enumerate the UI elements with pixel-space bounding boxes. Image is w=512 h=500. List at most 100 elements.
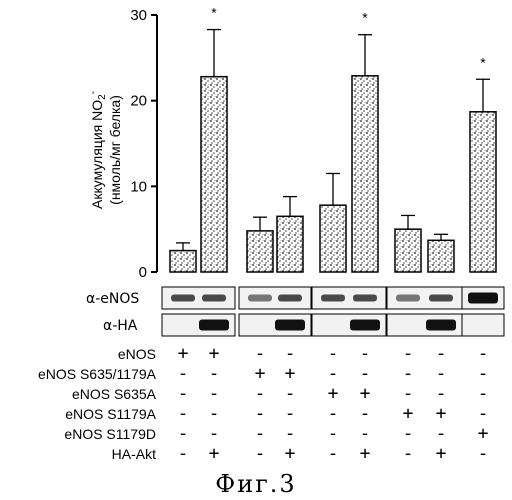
- blot-panel: α-eNOS α-HA: [86, 287, 504, 336]
- blot-band: [199, 320, 229, 331]
- bar-9: [470, 112, 496, 272]
- row-label-enos-s1179d: eNOS S1179D: [64, 426, 156, 442]
- y-tick-label: 10: [130, 178, 147, 195]
- minus-mark: -: [360, 403, 371, 424]
- minus-mark: -: [285, 423, 296, 444]
- bar-7: [395, 229, 421, 272]
- minus-mark: -: [178, 443, 189, 464]
- minus-mark: -: [436, 343, 447, 364]
- minus-mark: -: [478, 403, 489, 424]
- minus-mark: -: [178, 383, 189, 404]
- minus-mark: -: [328, 403, 339, 424]
- blot-band: [248, 295, 272, 302]
- minus-mark: -: [255, 423, 266, 444]
- plus-mark: +: [285, 363, 296, 384]
- minus-mark: -: [360, 363, 371, 384]
- plus-mark: +: [478, 423, 489, 444]
- plus-mark: +: [209, 343, 220, 364]
- minus-mark: -: [209, 403, 220, 424]
- blot-band: [171, 295, 195, 302]
- plus-mark: +: [360, 383, 371, 404]
- y-tick-label: 0: [139, 264, 147, 281]
- blot-label-ha: α-HA: [103, 318, 138, 334]
- minus-mark: -: [328, 423, 339, 444]
- bar-5: [320, 205, 346, 272]
- blot-band: [353, 295, 377, 302]
- plus-mark: +: [328, 383, 339, 404]
- minus-mark: -: [178, 363, 189, 384]
- y-ticks: 0102030: [130, 7, 157, 281]
- significance-star: *: [362, 10, 368, 26]
- minus-mark: -: [178, 403, 189, 424]
- plus-mark: +: [178, 343, 189, 364]
- plus-mark: +: [436, 443, 447, 464]
- minus-mark: -: [328, 363, 339, 384]
- blot-frame: [462, 314, 504, 336]
- significance-star: *: [211, 5, 217, 21]
- minus-mark: -: [403, 443, 414, 464]
- minus-mark: -: [255, 343, 266, 364]
- plus-mark: +: [255, 363, 266, 384]
- minus-mark: -: [328, 443, 339, 464]
- blot-band: [396, 295, 420, 302]
- minus-mark: -: [328, 343, 339, 364]
- plus-mark: +: [285, 443, 296, 464]
- minus-mark: -: [360, 423, 371, 444]
- bar-6: [352, 76, 378, 272]
- blot-band: [426, 320, 456, 331]
- minus-mark: -: [255, 403, 266, 424]
- minus-mark: -: [209, 383, 220, 404]
- plus-mark: +: [436, 403, 447, 424]
- minus-mark: -: [178, 423, 189, 444]
- minus-mark: -: [478, 363, 489, 384]
- blot-band: [429, 295, 453, 302]
- bars: * * *: [170, 5, 496, 272]
- bar-3: [247, 231, 273, 272]
- bar-1: [170, 251, 196, 272]
- row-label-enos-s635a: eNOS S635A: [72, 386, 157, 402]
- minus-mark: -: [255, 383, 266, 404]
- blot-band: [202, 295, 226, 302]
- row-label-enos-s635-1179a: eNOS S635/1179A: [38, 366, 157, 382]
- blot-band: [350, 320, 380, 331]
- minus-mark: -: [403, 343, 414, 364]
- minus-mark: -: [436, 423, 447, 444]
- y-tick-label: 20: [130, 93, 147, 110]
- bar-2: [201, 77, 227, 272]
- blot-band: [275, 320, 305, 331]
- ylabel-line2: (нмоль/мг белка): [107, 95, 123, 205]
- minus-mark: -: [285, 343, 296, 364]
- plus-mark: +: [403, 403, 414, 424]
- plus-mark: +: [360, 443, 371, 464]
- conditions-table: eNOS eNOS S635/1179A eNOS S635A eNOS S11…: [38, 343, 489, 464]
- row-label-enos-s1179a: eNOS S1179A: [65, 406, 156, 422]
- minus-mark: -: [403, 423, 414, 444]
- minus-mark: -: [403, 363, 414, 384]
- ylabel-superscript: -: [88, 91, 99, 94]
- minus-mark: -: [403, 383, 414, 404]
- bar-4: [277, 216, 303, 272]
- minus-mark: -: [478, 383, 489, 404]
- minus-mark: -: [209, 423, 220, 444]
- blot-band: [321, 295, 345, 302]
- blot-band: [468, 293, 498, 304]
- minus-mark: -: [285, 403, 296, 424]
- blot-label-enos: α-eNOS: [86, 291, 139, 307]
- figure-caption: Фиг.3: [215, 470, 296, 498]
- minus-mark: -: [436, 363, 447, 384]
- minus-mark: -: [360, 343, 371, 364]
- row-label-ha-akt: HA-Akt: [112, 446, 156, 462]
- significance-star: *: [480, 54, 486, 70]
- minus-mark: -: [478, 343, 489, 364]
- svg-text:Аккумуляция NO2-: Аккумуляция NO2-: [88, 91, 108, 209]
- y-axis-label: Аккумуляция NO2- (нмоль/мг белка): [88, 91, 123, 209]
- ylabel-line1: Аккумуляция NO: [89, 100, 105, 209]
- bar-8: [428, 240, 454, 272]
- row-label-enos: eNOS: [118, 346, 156, 362]
- minus-mark: -: [255, 443, 266, 464]
- blot-band: [278, 295, 302, 302]
- minus-mark: -: [285, 383, 296, 404]
- minus-mark: -: [478, 443, 489, 464]
- minus-mark: -: [209, 363, 220, 384]
